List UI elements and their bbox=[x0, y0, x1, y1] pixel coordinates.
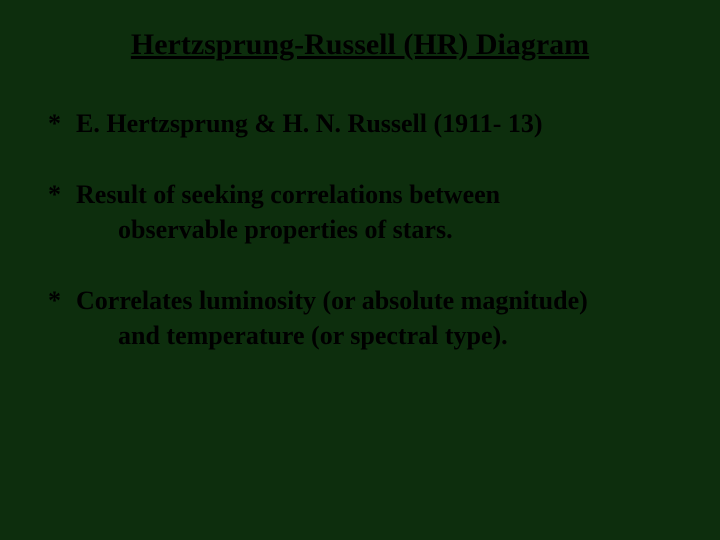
bullet-text-line2: observable properties of stars. bbox=[48, 212, 672, 247]
bullet-text-line2: and temperature (or spectral type). bbox=[48, 318, 672, 353]
bullet-marker: * bbox=[48, 177, 76, 212]
slide-title: Hertzsprung-Russell (HR) Diagram bbox=[78, 28, 642, 62]
bullet-marker: * bbox=[48, 283, 76, 318]
bullet-item: * E. Hertzsprung & H. N. Russell (1911- … bbox=[48, 106, 672, 141]
bullet-text-line1: Correlates luminosity (or absolute magni… bbox=[76, 283, 672, 318]
bullet-text-line1: Result of seeking correlations between bbox=[76, 177, 672, 212]
bullet-item: * Correlates luminosity (or absolute mag… bbox=[48, 283, 672, 353]
bullet-marker: * bbox=[48, 106, 76, 141]
bullet-text-line1: E. Hertzsprung & H. N. Russell (1911- 13… bbox=[76, 106, 672, 141]
bullet-item: * Result of seeking correlations between… bbox=[48, 177, 672, 247]
